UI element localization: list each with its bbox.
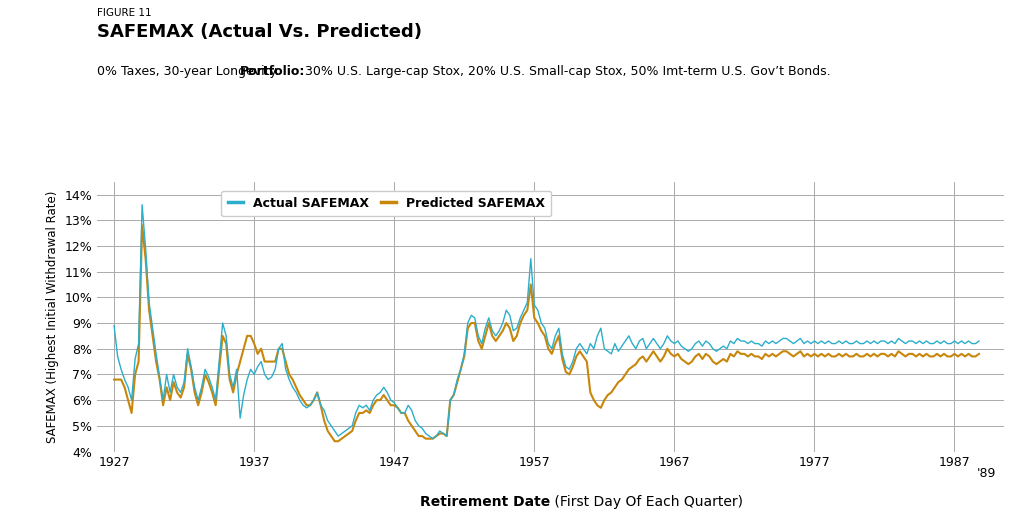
Text: FIGURE 11: FIGURE 11 (97, 8, 152, 18)
Y-axis label: SAFEMAX (Highest Initial Withdrawal Rate): SAFEMAX (Highest Initial Withdrawal Rate… (46, 190, 59, 443)
Text: 0% Taxes, 30-year Longevity.: 0% Taxes, 30-year Longevity. (97, 65, 284, 78)
Legend: Actual SAFEMAX, Predicted SAFEMAX: Actual SAFEMAX, Predicted SAFEMAX (221, 190, 551, 216)
Text: (First Day Of Each Quarter): (First Day Of Each Quarter) (551, 495, 743, 509)
Text: Retirement Date: Retirement Date (420, 495, 551, 509)
Text: '89: '89 (976, 467, 995, 480)
Text: Portfolio:: Portfolio: (240, 65, 305, 78)
Text: 30% U.S. Large-cap Stox, 20% U.S. Small-cap Stox, 50% Imt-term U.S. Gov’t Bonds.: 30% U.S. Large-cap Stox, 20% U.S. Small-… (301, 65, 830, 78)
Text: SAFEMAX (Actual Vs. Predicted): SAFEMAX (Actual Vs. Predicted) (97, 23, 422, 42)
